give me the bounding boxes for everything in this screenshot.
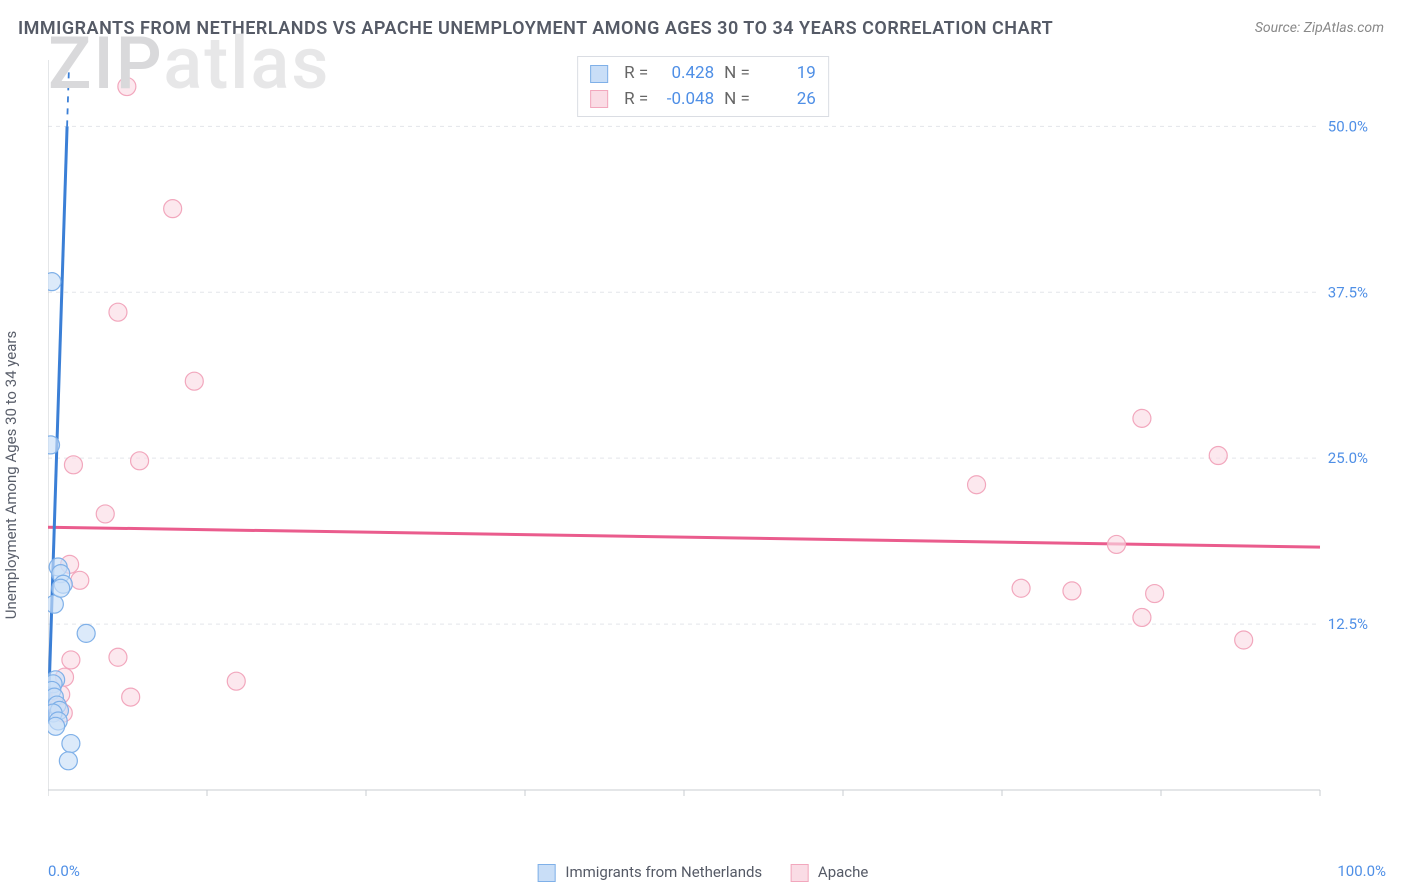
chart-container: IMMIGRANTS FROM NETHERLANDS VS APACHE UN…: [0, 0, 1406, 892]
chart-title: IMMIGRANTS FROM NETHERLANDS VS APACHE UN…: [18, 18, 1053, 39]
svg-text:12.5%: 12.5%: [1328, 615, 1368, 633]
legend-label-0: Immigrants from Netherlands: [565, 863, 762, 881]
stats-n-label: N =: [724, 61, 750, 87]
legend-label-1: Apache: [818, 863, 868, 881]
stats-r-label: R =: [624, 87, 648, 113]
stats-r-value-1: -0.048: [658, 87, 714, 113]
legend-swatch-0: [538, 864, 556, 882]
svg-text:25.0%: 25.0%: [1328, 449, 1368, 467]
x-axis-min-label: 0.0%: [48, 862, 80, 880]
svg-text:50.0%: 50.0%: [1328, 117, 1368, 135]
legend-item-0: Immigrants from Netherlands: [538, 863, 763, 882]
stats-row-series-1: R = -0.048 N = 26: [590, 87, 816, 113]
stats-swatch-0: [590, 65, 608, 83]
svg-text:37.5%: 37.5%: [1328, 283, 1368, 301]
legend-item-1: Apache: [790, 863, 868, 882]
plot-svg: 12.5% 25.0% 37.5% 50.0%: [48, 56, 1378, 816]
stats-n-value-0: 19: [760, 61, 816, 87]
y-axis-label: Unemployment Among Ages 30 to 34 years: [2, 275, 20, 675]
stats-n-value-1: 26: [760, 87, 816, 113]
bottom-legend: Immigrants from Netherlands Apache: [538, 863, 869, 882]
stats-box: R = 0.428 N = 19 R = -0.048 N = 26: [577, 56, 829, 117]
stats-row-series-0: R = 0.428 N = 19: [590, 61, 816, 87]
legend-swatch-1: [790, 864, 808, 882]
x-axis-max-label: 100.0%: [1337, 862, 1386, 880]
stats-swatch-1: [590, 90, 608, 108]
chart-source: Source: ZipAtlas.com: [1255, 20, 1384, 36]
stats-r-value-0: 0.428: [658, 61, 714, 87]
stats-n-label: N =: [724, 87, 750, 113]
stats-r-label: R =: [624, 61, 648, 87]
scatter-plot: 12.5%25.0%37.5%50.0% ZIPatlas: [48, 56, 1378, 816]
